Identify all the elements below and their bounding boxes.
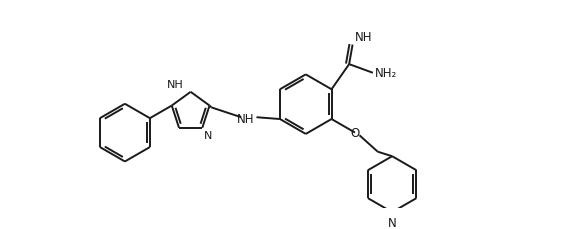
Text: NH: NH [166,80,184,90]
Text: N: N [388,216,397,229]
Text: NH₂: NH₂ [374,67,397,80]
Text: O: O [351,126,360,139]
Text: NH: NH [237,112,255,125]
Text: NH: NH [355,31,372,44]
Text: N: N [204,131,213,141]
